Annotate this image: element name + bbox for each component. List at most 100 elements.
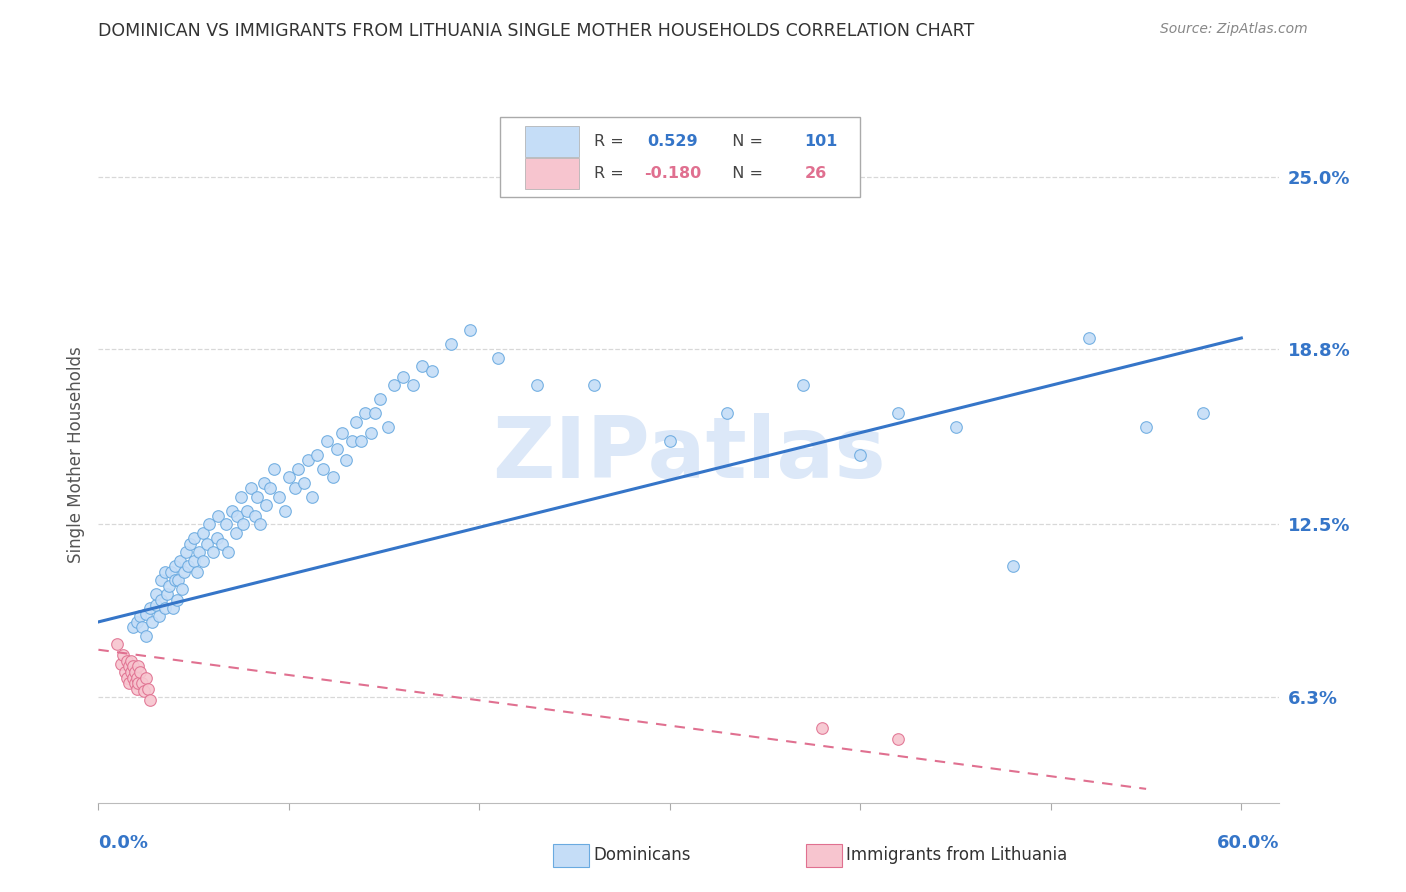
Point	[183, 532, 205, 546]
Point	[259, 481, 281, 495]
FancyBboxPatch shape	[524, 126, 579, 157]
Point	[225, 525, 247, 540]
Point	[243, 509, 266, 524]
Point	[811, 721, 834, 735]
Point	[169, 554, 191, 568]
Point	[131, 620, 153, 634]
Point	[127, 676, 149, 690]
Text: 0.0%: 0.0%	[98, 834, 149, 852]
Point	[849, 448, 872, 462]
Point	[292, 475, 315, 490]
Point	[1192, 406, 1215, 420]
Point	[226, 509, 249, 524]
Point	[201, 545, 224, 559]
Point	[148, 609, 170, 624]
Point	[307, 448, 329, 462]
Point	[354, 406, 377, 420]
Point	[163, 559, 186, 574]
Point	[188, 545, 211, 559]
Text: 26: 26	[804, 166, 827, 181]
Point	[139, 693, 162, 707]
Point	[582, 378, 605, 392]
Point	[253, 475, 276, 490]
Point	[173, 565, 195, 579]
Point	[411, 359, 433, 373]
Point	[440, 336, 463, 351]
Point	[277, 470, 299, 484]
Text: Dominicans: Dominicans	[593, 847, 690, 864]
Point	[297, 453, 319, 467]
Point	[392, 370, 415, 384]
Point	[232, 517, 254, 532]
Point	[150, 573, 173, 587]
Point	[350, 434, 373, 448]
Point	[792, 378, 814, 392]
Point	[1001, 559, 1024, 574]
Point	[174, 545, 197, 559]
Point	[1135, 420, 1157, 434]
Point	[301, 490, 323, 504]
Point	[377, 420, 399, 434]
Point	[118, 659, 141, 673]
Point	[125, 681, 148, 696]
Point	[322, 470, 344, 484]
Point	[112, 648, 135, 663]
Point	[420, 364, 443, 378]
Point	[118, 676, 141, 690]
Point	[564, 184, 586, 198]
Point	[141, 615, 163, 629]
Point	[129, 609, 152, 624]
Point	[325, 442, 347, 457]
Point	[183, 554, 205, 568]
Point	[167, 573, 190, 587]
Point	[120, 654, 142, 668]
Point	[382, 378, 405, 392]
Point	[370, 392, 392, 407]
Point	[156, 587, 179, 601]
Y-axis label: Single Mother Households: Single Mother Households	[66, 347, 84, 563]
Point	[115, 671, 138, 685]
Point	[221, 503, 243, 517]
Point	[114, 665, 136, 679]
Point	[274, 503, 297, 517]
Point	[231, 490, 253, 504]
Point	[145, 598, 167, 612]
Point	[150, 592, 173, 607]
Text: DOMINICAN VS IMMIGRANTS FROM LITHUANIA SINGLE MOTHER HOUSEHOLDS CORRELATION CHAR: DOMINICAN VS IMMIGRANTS FROM LITHUANIA S…	[98, 22, 974, 40]
Point	[887, 406, 910, 420]
Point	[945, 420, 967, 434]
Point	[134, 684, 156, 698]
Point	[129, 665, 152, 679]
Point	[115, 654, 138, 668]
Point	[125, 615, 148, 629]
Point	[254, 498, 277, 512]
Point	[236, 503, 259, 517]
Point	[360, 425, 382, 440]
Point	[135, 671, 157, 685]
Text: 60.0%: 60.0%	[1218, 834, 1279, 852]
Point	[269, 490, 291, 504]
Point	[125, 671, 148, 685]
Point	[402, 378, 425, 392]
Point	[335, 453, 357, 467]
Point	[215, 517, 238, 532]
Text: 101: 101	[804, 134, 838, 149]
Point	[124, 676, 146, 690]
Text: N =: N =	[723, 166, 768, 181]
Point	[344, 415, 367, 429]
Text: Immigrants from Lithuania: Immigrants from Lithuania	[846, 847, 1067, 864]
Text: Source: ZipAtlas.com: Source: ZipAtlas.com	[1160, 22, 1308, 37]
Text: N =: N =	[723, 134, 768, 149]
Point	[186, 565, 208, 579]
Point	[245, 490, 267, 504]
Point	[121, 671, 143, 685]
Point	[363, 406, 385, 420]
Point	[207, 509, 229, 524]
Point	[124, 665, 146, 679]
Point	[249, 517, 271, 532]
Point	[658, 434, 681, 448]
Text: ZIPatlas: ZIPatlas	[492, 413, 886, 497]
Point	[716, 406, 738, 420]
Point	[131, 676, 153, 690]
Point	[340, 434, 363, 448]
